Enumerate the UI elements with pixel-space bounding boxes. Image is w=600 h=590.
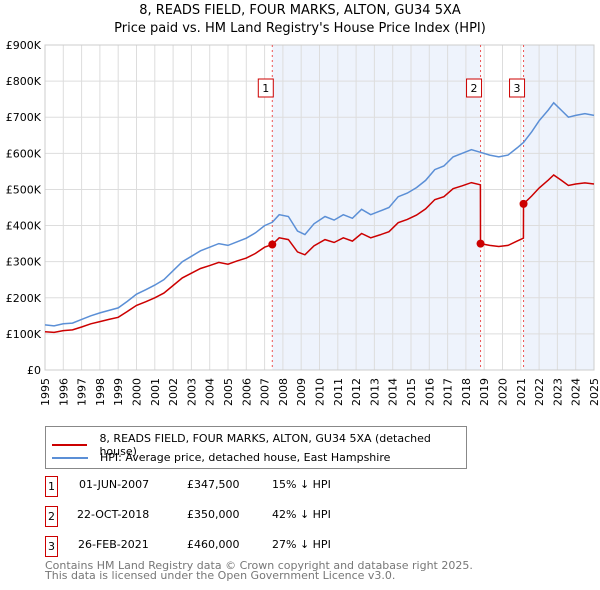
x-tick-label: 1995: [39, 378, 52, 406]
x-tick-label: 2003: [185, 378, 198, 406]
x-tick-label: 2001: [149, 378, 162, 406]
y-tick-label: £800K: [6, 75, 42, 88]
price-paid-line: [44, 174, 595, 334]
x-tick-label: 2021: [515, 378, 528, 406]
x-tick-label: 2012: [350, 378, 363, 406]
sale-point: [268, 240, 277, 249]
footer-copyright: Contains HM Land Registry data © Crown c…: [45, 559, 473, 572]
y-tick-label: £400K: [6, 220, 42, 233]
x-tick-label: 2025: [588, 378, 600, 406]
legend-label-hpi: HPI: Average price, detached house, East…: [100, 451, 391, 464]
y-tick-label: £900K: [6, 39, 42, 52]
legend: 8, READS FIELD, FOUR MARKS, ALTON, GU34 …: [45, 426, 467, 469]
x-tick-label: 2005: [222, 378, 235, 406]
x-tick-label: 2010: [314, 378, 327, 406]
legend-label-property: 8, READS FIELD, FOUR MARKS, ALTON, GU34 …: [99, 432, 431, 458]
x-tick-label: 1997: [76, 378, 89, 406]
y-tick-label: £300K: [6, 256, 42, 269]
footer-licence: This data is licensed under the Open Gov…: [45, 569, 396, 582]
sale-label: 2: [471, 82, 478, 95]
x-tick-label: 2015: [405, 378, 418, 406]
sale-point: [519, 199, 528, 208]
sale-date: 22-OCT-2018: [77, 508, 150, 521]
x-tick-label: 2009: [295, 378, 308, 406]
x-tick-label: 2017: [442, 378, 455, 406]
x-tick-label: 2006: [240, 378, 253, 406]
y-tick-label: £500K: [6, 183, 42, 196]
x-tick-label: 2008: [277, 378, 290, 406]
sale-price: £460,000: [187, 538, 240, 551]
x-tick-label: 1998: [94, 378, 107, 406]
sale-label-box: [509, 78, 526, 98]
x-tick-label: 2014: [387, 378, 400, 406]
x-tick-label: 2024: [570, 378, 583, 406]
hpi-line: [44, 101, 595, 327]
x-tick-label: 2004: [204, 378, 217, 406]
x-tick-label: 2022: [533, 378, 546, 406]
sale-date: 26-FEB-2021: [78, 538, 149, 551]
y-tick-label: £600K: [6, 147, 42, 160]
sale-badge: 3: [45, 536, 58, 557]
x-tick-label: 1999: [112, 378, 125, 406]
footer: Contains HM Land Registry data © Crown c…: [45, 559, 473, 582]
legend-red-line: [52, 444, 88, 446]
sale-label: 3: [514, 82, 521, 95]
sale-hpi-diff: 42% ↓ HPI: [272, 508, 331, 521]
x-tick-label: 1996: [57, 378, 70, 406]
shaded-region: [523, 45, 594, 370]
shaded-region: [272, 45, 481, 370]
y-tick-label: £200K: [6, 292, 42, 305]
x-tick-label: 2018: [460, 378, 473, 406]
x-tick-label: 2011: [332, 378, 345, 406]
plot-border: [44, 44, 595, 371]
chart-subtitle: Price paid vs. HM Land Registry's House …: [114, 21, 486, 36]
sale-price: £347,500: [187, 478, 240, 491]
sale-date: 01-JUN-2007: [79, 478, 150, 491]
y-tick-label: £700K: [6, 111, 42, 124]
sale-badge: 2: [45, 506, 58, 527]
legend-blue-line: [52, 456, 88, 459]
y-tick-label: £0: [27, 364, 41, 377]
sale-hpi-diff: 27% ↓ HPI: [272, 538, 331, 551]
sale-point: [476, 239, 485, 248]
x-tick-label: 2020: [497, 378, 510, 406]
x-tick-label: 2013: [368, 378, 381, 406]
sale-badge: 1: [45, 476, 58, 497]
x-tick-label: 2016: [423, 378, 436, 406]
x-tick-label: 2007: [259, 378, 272, 406]
sale-label-box: [257, 78, 274, 98]
sale-label-box: [466, 78, 483, 98]
y-tick-label: £100K: [6, 328, 42, 341]
x-tick-label: 2002: [167, 378, 180, 406]
sale-label: 1: [262, 82, 269, 95]
x-tick-label: 2023: [551, 378, 564, 406]
x-tick-label: 2019: [478, 378, 491, 406]
x-tick-label: 2000: [131, 378, 144, 406]
sale-hpi-diff: 15% ↓ HPI: [272, 478, 331, 491]
chart-title: 8, READS FIELD, FOUR MARKS, ALTON, GU34 …: [139, 3, 461, 18]
chart-plot: 1995 1996 1997 1998 1999 2000 2001 2002 2003 2004…: [6, 39, 600, 406]
sale-price: £350,000: [187, 508, 240, 521]
